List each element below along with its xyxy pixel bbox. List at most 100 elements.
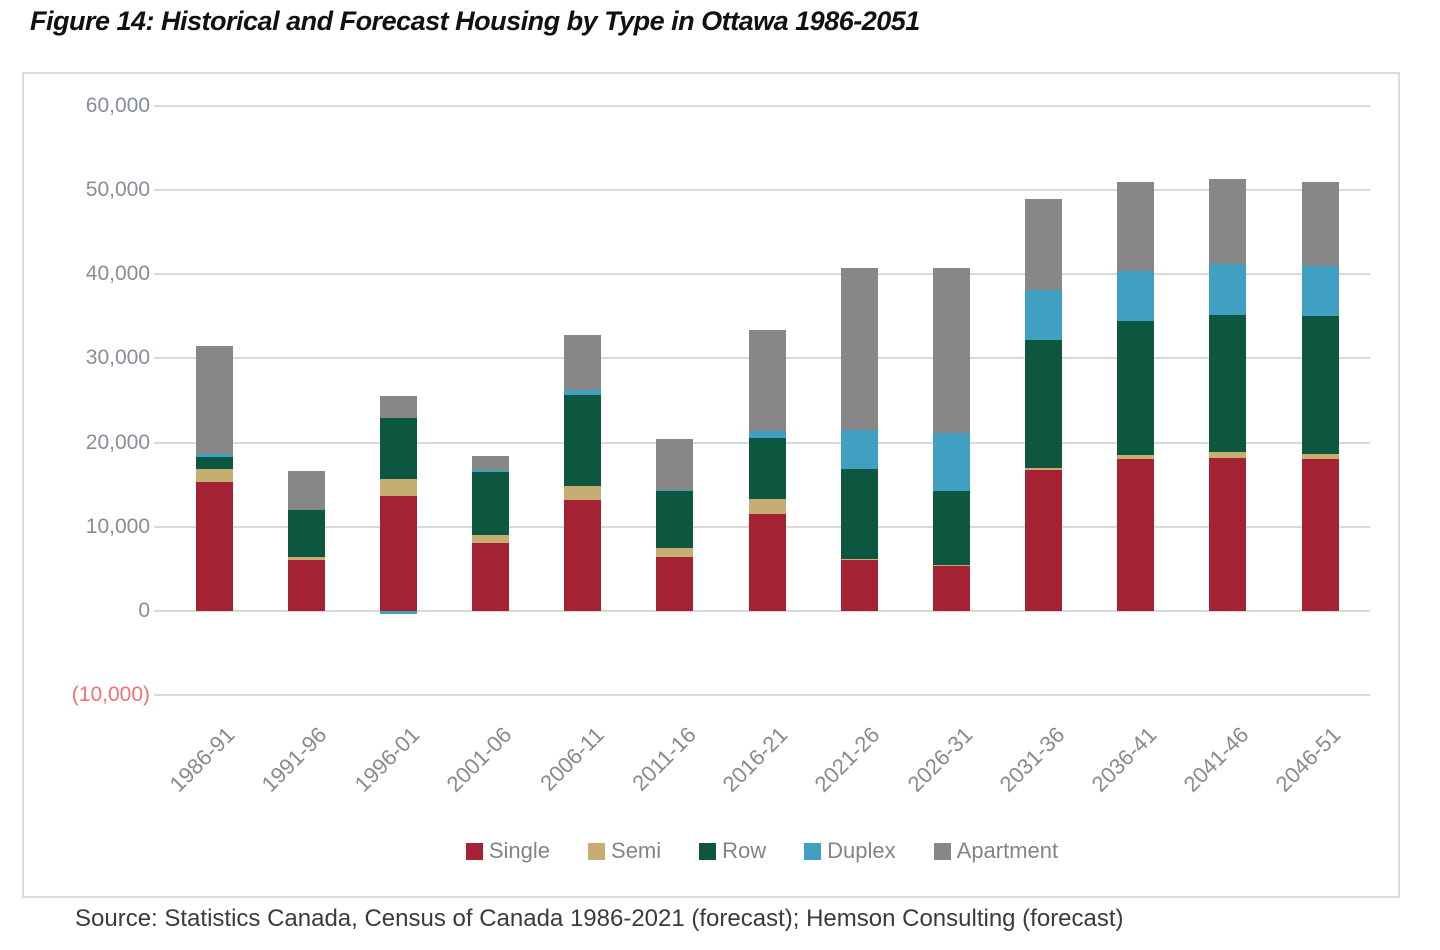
bar-segment-semi <box>748 499 786 515</box>
bar-segment-single <box>1301 459 1339 611</box>
bar-segment-duplex <box>195 453 233 457</box>
y-tick-label: 10,000 <box>85 514 150 538</box>
bar-segment-duplex <box>840 429 878 469</box>
legend-item-duplex: Duplex <box>804 838 896 864</box>
legend-swatch-duplex <box>804 842 822 860</box>
x-tick-label: 2041-46 <box>1178 722 1254 797</box>
bar-segment-duplex <box>472 470 509 472</box>
bar-segment-semi <box>1025 467 1063 471</box>
legend-label: Duplex <box>827 838 896 863</box>
bar-segment-row <box>656 491 694 548</box>
x-tick-label: 2046-51 <box>1270 722 1346 797</box>
bar-segment-row <box>472 471 509 536</box>
bar-segment-single <box>1209 457 1247 611</box>
legend-label: Apartment <box>956 838 1059 863</box>
bar-segment-semi <box>1117 455 1155 460</box>
y-tick-label: 20,000 <box>85 430 150 454</box>
bar-segment-row <box>195 456 233 469</box>
bar-segment-apartment <box>840 268 878 430</box>
bar-segment-row <box>564 395 602 486</box>
bar-segment-row <box>1301 316 1339 454</box>
bar-segment-duplex <box>1301 265 1339 317</box>
gridline <box>154 104 1370 107</box>
gridline <box>154 189 1370 191</box>
x-tick-label: 1986-91 <box>164 722 240 797</box>
bar-segment-duplex <box>748 430 786 438</box>
legend-label: Row <box>722 838 767 863</box>
bar-segment-apartment <box>932 268 970 434</box>
bar-segment-duplex <box>656 489 694 492</box>
y-tick-label: 60,000 <box>85 93 150 117</box>
bar-segment-duplex <box>932 433 970 491</box>
bar-segment-single <box>379 496 417 611</box>
x-tick-label: 2021-26 <box>810 722 885 797</box>
bar-segment-row <box>1025 339 1063 468</box>
bar-segment-apartment <box>1209 179 1247 265</box>
bar-segment-duplex <box>1117 270 1155 322</box>
gridline <box>154 694 1370 697</box>
bar-segment-apartment <box>379 396 417 419</box>
y-tick-label: (10,000) <box>71 683 150 707</box>
chart-container: 60,000 50,000 40,000 30,000 20,000 10,000 0 (10… <box>22 72 1400 898</box>
figure-title: Figure 14: Historical and Forecast Housi… <box>30 6 920 36</box>
legend-item-row: Row <box>699 838 766 864</box>
bar-segment-semi <box>564 485 602 500</box>
x-tick-label: 2016-21 <box>717 722 793 797</box>
x-tick-label: 2026-31 <box>902 722 978 797</box>
y-tick-label: 50,000 <box>85 178 150 201</box>
bar-segment-single <box>932 565 970 611</box>
source-caption: Source: Statistics Canada, Census of Can… <box>75 905 1124 932</box>
legend-label: Single <box>488 838 551 863</box>
bar-segment-single <box>1025 470 1063 611</box>
bar-segment-apartment <box>287 471 325 510</box>
bar-segment-single <box>840 560 878 611</box>
bar-segment-semi <box>472 535 509 543</box>
bar-segment-apartment <box>748 329 786 431</box>
bar-segment-semi <box>1209 451 1247 458</box>
bar-segment-single <box>748 514 786 611</box>
legend-label: Semi <box>611 838 662 863</box>
bar-segment-row <box>287 509 325 558</box>
legend-swatch-single <box>465 842 483 860</box>
bar-segment-row <box>1209 315 1247 452</box>
bar-segment-apartment <box>472 456 509 471</box>
bar-segment-semi <box>195 468 233 483</box>
bar-segment-duplex <box>1025 290 1063 340</box>
legend-swatch-row <box>699 842 717 860</box>
legend-item-single: Single <box>465 838 551 864</box>
bar-segment-row <box>932 490 970 565</box>
y-tick-label: 40,000 <box>85 262 150 286</box>
bar-segment-single <box>656 557 694 611</box>
x-tick-label: 2006-11 <box>534 722 609 796</box>
bar-segment-duplex <box>379 611 417 615</box>
bar-segment-row <box>840 468 878 559</box>
bar-segment-row <box>748 437 786 499</box>
bar-segment-semi <box>379 478 417 497</box>
bar-segment-apartment <box>656 439 694 490</box>
bar-segment-semi <box>1301 453 1339 460</box>
x-tick-label: 2036-41 <box>1086 722 1162 797</box>
x-tick-label: 2011-16 <box>626 722 701 796</box>
bar-segment-apartment <box>564 334 602 390</box>
bar-segment-apartment <box>1025 199 1063 291</box>
x-tick-label: 1991-96 <box>257 722 332 797</box>
bar-segment-duplex <box>564 389 602 396</box>
bar-segment-duplex <box>1209 264 1247 316</box>
legend-item-apartment: Apartment <box>933 838 1059 864</box>
bar-segment-semi <box>840 558 878 561</box>
legend-swatch-semi <box>588 842 606 860</box>
x-tick-label: 1996-01 <box>349 722 425 797</box>
chart-legend: Single Semi Row Duplex Apartment <box>154 838 1370 864</box>
bar-segment-semi <box>287 557 325 560</box>
bar-segment-row <box>1117 321 1155 456</box>
bar-segment-apartment <box>1117 181 1155 271</box>
x-tick-label: 2001-06 <box>441 722 517 797</box>
y-tick-label: 0 <box>138 599 150 622</box>
bar-segment-single <box>195 482 233 611</box>
bar-segment-single <box>1117 459 1155 611</box>
bar-segment-single <box>287 559 325 611</box>
bar-segment-single <box>564 499 602 611</box>
bar-segment-single <box>472 542 509 611</box>
bar-segment-row <box>379 418 417 479</box>
legend-item-semi: Semi <box>588 838 661 864</box>
